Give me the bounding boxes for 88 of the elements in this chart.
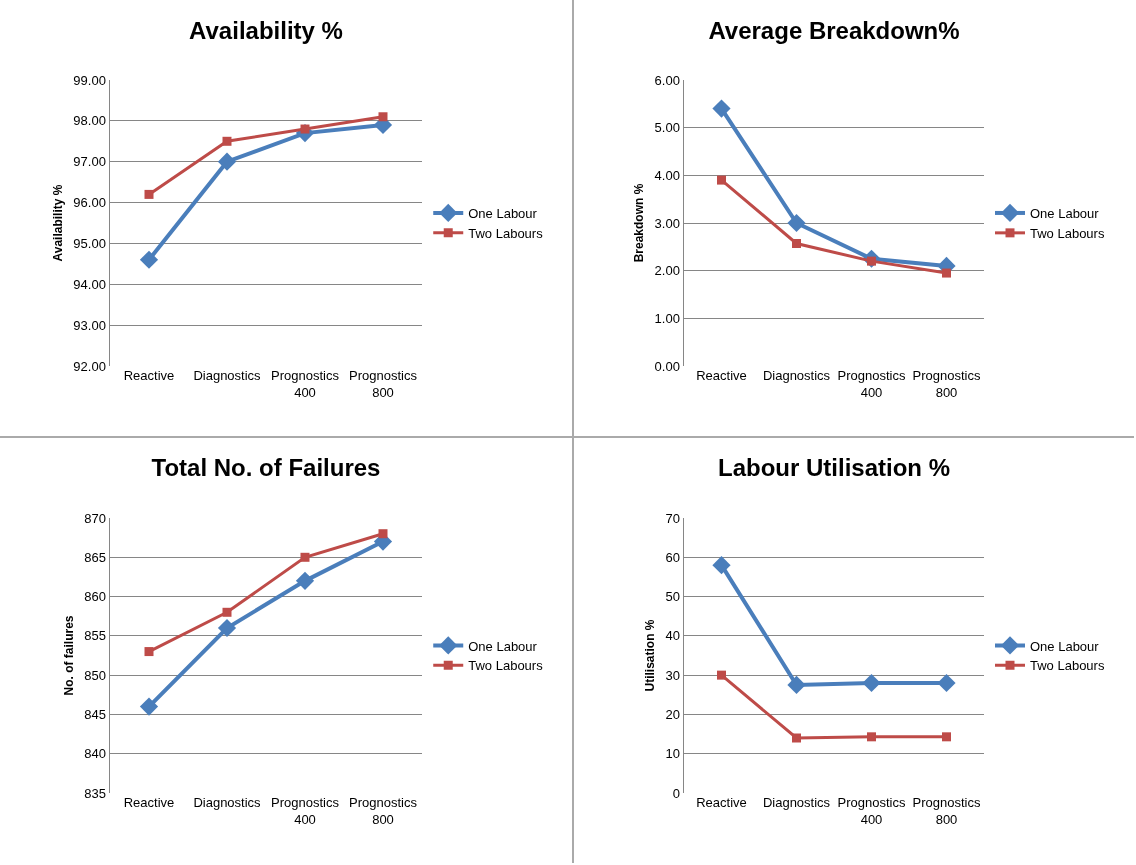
y-tick-label: 30 — [665, 667, 680, 683]
point — [217, 618, 237, 638]
point — [787, 213, 806, 233]
x-tick-label: Prognostics 800 — [349, 795, 418, 827]
y-tick-label: 0 — [672, 785, 680, 801]
y-tick-label: 835 — [84, 785, 106, 801]
y-tick-label: 5.00 — [654, 120, 680, 136]
x-tick-label: Reactive — [696, 368, 747, 383]
y-tick-label: 870 — [84, 510, 106, 526]
point — [942, 732, 951, 742]
point — [862, 673, 881, 693]
point — [712, 556, 731, 575]
x-tick-label: Diagnostics — [193, 368, 262, 383]
point — [867, 732, 876, 742]
point — [139, 250, 159, 269]
y-tick-label: 865 — [84, 549, 106, 565]
x-tick-label: Prognostics 400 — [271, 795, 340, 827]
y-tick-label: 99.00 — [73, 72, 106, 88]
y-tick-label: 95.00 — [73, 235, 106, 251]
y-tick-label: 0.00 — [654, 358, 680, 374]
legend-label: Two Labours — [468, 225, 544, 241]
point — [792, 239, 801, 248]
y-tick-label: 10 — [665, 746, 680, 762]
y-tick-label: 60 — [665, 549, 680, 565]
x-tick-label: Diagnostics — [762, 368, 831, 383]
legend-label: Two Labours — [468, 658, 544, 674]
legend-label: One Labour — [468, 638, 538, 654]
y-tick-label: 4.00 — [654, 167, 680, 183]
y-axis-title: Utilisation % — [642, 619, 657, 692]
point — [222, 607, 232, 617]
y-tick-label: 98.00 — [73, 113, 106, 129]
point — [300, 552, 310, 562]
point — [144, 189, 154, 199]
y-tick-label: 2.00 — [654, 263, 680, 279]
y-tick-label: 3.00 — [654, 215, 680, 231]
x-tick-label: Reactive — [696, 795, 747, 810]
point — [937, 673, 956, 693]
point — [787, 675, 806, 695]
y-tick-label: 1.00 — [654, 310, 680, 326]
point — [712, 99, 731, 118]
y-tick-label: 94.00 — [73, 276, 106, 292]
point — [217, 152, 237, 171]
chart-title: Labour Utilisation % — [717, 454, 951, 482]
y-tick-label: 20 — [665, 706, 680, 722]
x-tick-label: Prognostics 800 — [912, 795, 981, 827]
y-tick-label: 50 — [665, 589, 680, 605]
point — [139, 697, 159, 716]
y-tick-label: 855 — [84, 628, 106, 644]
y-tick-label: 840 — [84, 746, 106, 762]
point — [378, 529, 388, 539]
x-tick-label: Prognostics 400 — [837, 795, 906, 827]
y-tick-label: 70 — [665, 510, 680, 526]
chart-title: Total No. of Failures — [151, 454, 381, 482]
y-tick-label: 97.00 — [73, 154, 106, 170]
y-axis-title: No. of failures — [61, 615, 76, 696]
chart-title: Availability % — [189, 16, 343, 44]
point — [792, 733, 801, 743]
point — [144, 647, 154, 657]
legend-label: One Labour — [1030, 206, 1100, 222]
x-tick-label: Diagnostics — [762, 795, 831, 810]
legend-label: One Labour — [1030, 638, 1100, 654]
y-tick-label: 860 — [84, 589, 106, 605]
x-tick-label: Prognostics 400 — [271, 368, 340, 400]
y-tick-label: 845 — [84, 706, 106, 722]
point — [222, 136, 232, 146]
x-tick-label: Prognostics 800 — [349, 368, 418, 400]
x-tick-label: Diagnostics — [193, 795, 262, 810]
y-axis-title: Availability % — [50, 184, 65, 262]
chart-title: Average Breakdown% — [708, 16, 960, 44]
legend-label: Two Labours — [1030, 658, 1105, 674]
point — [295, 571, 315, 590]
legend-label: One Labour — [468, 206, 538, 222]
y-tick-label: 96.00 — [73, 195, 106, 211]
point — [942, 268, 951, 278]
x-tick-label: Reactive — [123, 368, 175, 383]
y-tick-label: 92.00 — [73, 358, 106, 374]
y-tick-label: 40 — [665, 628, 680, 644]
point — [717, 670, 726, 680]
point — [717, 175, 726, 185]
x-tick-label: Prognostics 800 — [912, 368, 981, 400]
legend-label: Two Labours — [1030, 225, 1105, 241]
x-tick-label: Reactive — [123, 795, 175, 810]
point — [378, 112, 388, 122]
y-tick-label: 850 — [84, 667, 106, 683]
x-tick-label: Prognostics 400 — [837, 368, 906, 400]
y-axis-title: Breakdown % — [632, 183, 647, 263]
y-tick-label: 6.00 — [654, 72, 680, 88]
y-tick-label: 93.00 — [73, 317, 106, 333]
